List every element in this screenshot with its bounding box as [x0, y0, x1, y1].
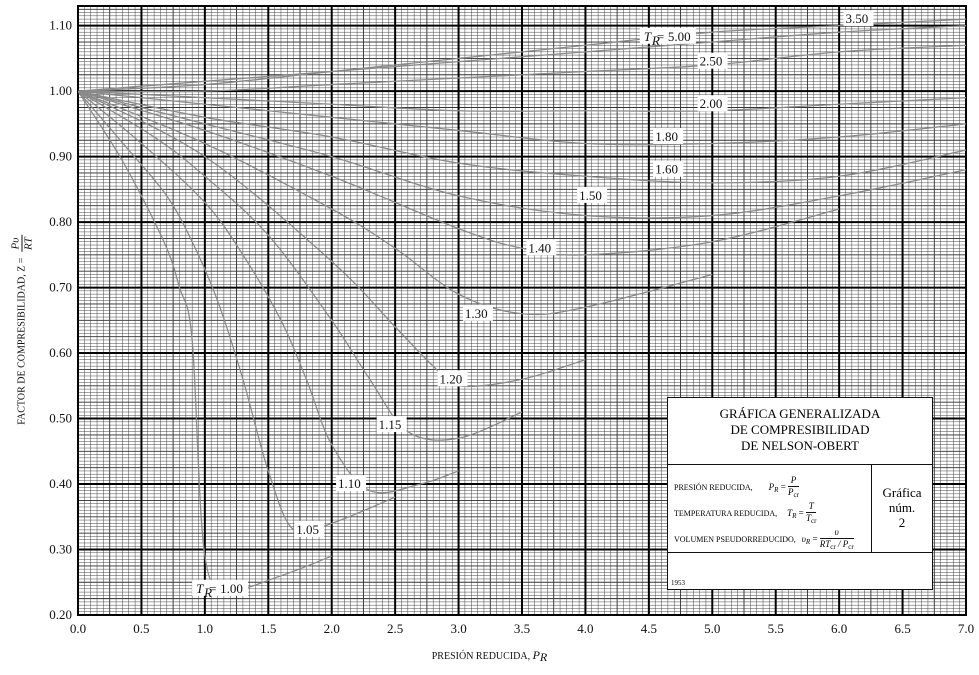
y-axis-label: FACTOR DE COMPRESIBILIDAD, [16, 274, 27, 424]
x-tick-label: 6.5 [894, 621, 910, 636]
curve-label-1-60: 1.60 [655, 162, 678, 177]
def-reduced-pressure: PRESIÓN REDUCIDA, PR = P Pcr [674, 475, 799, 501]
curve-label-5-00: 5.00 [668, 29, 691, 44]
def-tr-eq: TR = T Tcr [787, 508, 816, 518]
curve-label-1-50: 1.50 [579, 188, 602, 203]
chart-number-line-2: núm. [872, 500, 932, 515]
x-tick-label: 2.0 [324, 621, 340, 636]
y-tick-label: 1.00 [49, 83, 72, 98]
x-tick-label: 5.5 [768, 621, 784, 636]
def-reduced-temperature: TEMPERATURA REDUCIDA, TR = T Tcr [674, 501, 816, 527]
y-axis-equation: Z = [16, 258, 27, 272]
def-pr-den-sub: cr [794, 491, 799, 499]
x-axis-symbol-sub: R [540, 650, 547, 664]
def-pr-eq: PR = P Pcr [769, 482, 799, 492]
chart-title: GRÁFICA GENERALIZADA DE COMPRESIBILIDAD … [668, 398, 932, 465]
x-tick-label: 1.0 [197, 621, 213, 636]
def-tr-num: T [806, 501, 816, 513]
y-tick-label: 0.20 [49, 607, 72, 622]
def-pseudoreduced-volume: VOLUMEN PSEUDORREDUCIDO, υR = υ RTcr / Pc… [674, 527, 854, 553]
curve-label-prefix: T [644, 29, 652, 44]
y-tick-label: 0.60 [49, 345, 72, 360]
y-tick-label: 0.90 [49, 149, 72, 164]
y-tick-label: 0.40 [49, 476, 72, 491]
x-axis-title: PRESIÓN REDUCIDA, PR [0, 648, 979, 665]
y-axis-title-text: FACTOR DE COMPRESIBILIDAD, Z = Pυ RT [10, 235, 35, 425]
def-vr-frac: υ RTcr / Pcr [820, 527, 854, 553]
def-vr-label: VOLUMEN PSEUDORREDUCIDO, [674, 535, 796, 544]
def-pr-sub: R [774, 486, 778, 494]
definitions-panel: PRESIÓN REDUCIDA, PR = P Pcr TEMPERATURA … [668, 465, 872, 553]
curve-label-1-15: 1.15 [379, 417, 402, 432]
chart-title-line-2: DE COMPRESIBILIDAD [668, 422, 932, 438]
def-pr-num: P [788, 475, 799, 487]
curve-label-equals: = [209, 581, 216, 596]
x-tick-label: 4.0 [577, 621, 593, 636]
y-axis-fraction-numerator: Pυ [10, 235, 23, 252]
curve-label-2-50: 2.50 [700, 54, 723, 69]
y-tick-label: 0.30 [49, 542, 72, 557]
def-vr-sub: R [806, 538, 810, 546]
curve-label-1-40: 1.40 [528, 240, 551, 255]
y-axis-fraction: Pυ RT [10, 235, 35, 252]
x-tick-label: 3.5 [514, 621, 530, 636]
def-vr-eq: υR = υ RTcr / Pcr [802, 534, 854, 544]
chart-title-line-3: DE NELSON-OBERT [668, 438, 932, 454]
curve-label-1-10: 1.10 [338, 476, 361, 491]
y-tick-label: 0.70 [49, 280, 72, 295]
def-vr-den-sub2: cr [848, 543, 853, 551]
x-tick-label: 5.0 [704, 621, 720, 636]
curve-label-1-80: 1.80 [655, 129, 678, 144]
def-tr-sub: R [792, 512, 796, 520]
def-pr-label: PRESIÓN REDUCIDA, [674, 483, 753, 492]
y-axis-title: FACTOR DE COMPRESIBILIDAD, Z = Pυ RT [2, 130, 42, 530]
y-tick-label: 0.80 [49, 214, 72, 229]
curve-label-equals: = [657, 29, 664, 44]
chart-year: 1953 [671, 579, 685, 587]
x-tick-label: 0.5 [133, 621, 149, 636]
curve-label-1-30: 1.30 [465, 306, 488, 321]
def-vr-den-mid: / P [836, 539, 849, 549]
curve-label-prefix: T [196, 581, 204, 596]
chart-legend-box: GRÁFICA GENERALIZADA DE COMPRESIBILIDAD … [667, 397, 933, 590]
y-tick-label: 0.50 [49, 411, 72, 426]
chart-number-line-3: 2 [872, 515, 932, 530]
def-tr-frac: T Tcr [806, 501, 816, 527]
x-tick-label: 3.0 [450, 621, 466, 636]
def-pr-frac: P Pcr [788, 475, 799, 501]
y-tick-label: 1.10 [49, 18, 72, 33]
def-vr-num: υ [820, 527, 854, 539]
x-tick-label: 0.0 [70, 621, 86, 636]
def-tr-label: TEMPERATURA REDUCIDA, [674, 509, 777, 518]
y-axis-fraction-denominator: RT [23, 235, 35, 252]
def-tr-den-sub: cr [811, 517, 816, 525]
chart-title-line-1: GRÁFICA GENERALIZADA [668, 406, 932, 422]
chart-number-line-1: Gráfica [872, 485, 932, 500]
curve-label-1-05: 1.05 [296, 522, 319, 537]
curve-label-1-00: 1.00 [220, 581, 243, 596]
x-axis-symbol: P [533, 648, 540, 662]
def-vr-den: RT [820, 539, 831, 549]
x-tick-label: 2.5 [387, 621, 403, 636]
x-axis-label: PRESIÓN REDUCIDA, [432, 651, 530, 662]
x-tick-label: 1.5 [260, 621, 276, 636]
x-tick-label: 6.0 [831, 621, 847, 636]
curve-label-2-00: 2.00 [700, 96, 723, 111]
curve-label-1-20: 1.20 [440, 371, 463, 386]
x-tick-label: 7.0 [958, 621, 974, 636]
chart-number: Gráfica núm. 2 [872, 465, 932, 553]
curve-label-3-50: 3.50 [845, 11, 868, 26]
x-tick-label: 4.5 [641, 621, 657, 636]
